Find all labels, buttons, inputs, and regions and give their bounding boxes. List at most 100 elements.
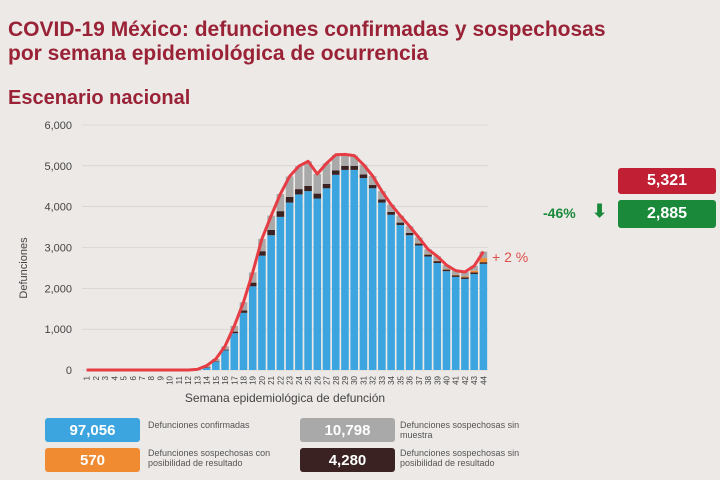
bar-segment [304, 191, 312, 370]
legend-text-possible-result: Defunciones sospechosas con posibilidad … [148, 448, 271, 468]
bar-segment [479, 263, 488, 370]
bar-segment [331, 174, 340, 370]
bar-segment [359, 178, 368, 370]
bars [193, 154, 488, 371]
x-tick-label: 8 [147, 375, 156, 380]
x-tick-label: 26 [313, 375, 322, 384]
x-tick-label: 43 [470, 375, 479, 384]
bar-segment [433, 263, 442, 370]
legend-swatch-confirmed: 97,056 [45, 418, 140, 442]
bar-segment [295, 194, 303, 370]
bar-segment [267, 235, 275, 370]
bar-segment [341, 165, 349, 170]
bar-segment [304, 185, 312, 192]
title-line-1: COVID-19 México: defunciones confirmadas… [8, 18, 606, 41]
x-tick-label: 2 [92, 375, 101, 380]
bar-segment [350, 155, 358, 166]
x-tick-label: 18 [239, 375, 248, 384]
bar-segment [239, 312, 248, 370]
x-tick-label: 33 [378, 375, 387, 384]
bar-segment [331, 154, 340, 171]
bar-segment [433, 260, 442, 264]
x-tick-label: 38 [424, 375, 433, 384]
bar-segment [424, 254, 432, 257]
legend-text-no-possible-result: Defunciones sospechosas sin posibilidad … [400, 448, 520, 468]
x-axis-label: Semana epidemiológica de defunción [185, 391, 385, 405]
bar-segment [451, 274, 460, 276]
bar-segment [479, 258, 488, 263]
x-tick-label: 3 [101, 375, 110, 380]
bar-segment [322, 188, 331, 370]
bar-segment [285, 176, 294, 197]
bar-segment [415, 243, 423, 246]
bar-segment [479, 251, 488, 259]
y-tick-label: 6,000 [44, 120, 72, 132]
bar-segment [461, 272, 469, 277]
bar-segment [470, 270, 478, 273]
bar-segment [424, 256, 432, 370]
bar-segment [461, 278, 469, 370]
bar-segment [442, 265, 451, 270]
x-tick-label: 41 [452, 375, 461, 384]
bar-segment [442, 271, 451, 370]
x-tick-label: 25 [304, 375, 313, 384]
bar-segment [433, 256, 442, 261]
change-percent: -46% [543, 205, 576, 221]
bar-segment [368, 185, 377, 189]
total-line-group [86, 152, 485, 372]
x-tick-label: 28 [332, 375, 341, 384]
bar-segment [285, 196, 294, 203]
x-tick-label: 14 [203, 375, 212, 384]
bar-segment [350, 169, 358, 370]
bar-segment [248, 272, 257, 283]
trend-percent: + 2 % [492, 249, 529, 265]
x-tick-label: 13 [193, 375, 202, 384]
bar-segment [359, 164, 368, 175]
x-tick-label: 20 [258, 375, 267, 384]
bar-segment [378, 202, 386, 370]
bar-segment [248, 286, 257, 370]
x-tick-label: 16 [221, 375, 230, 384]
bar-segment [267, 215, 275, 230]
bar-segment [212, 361, 220, 362]
bar-segment [221, 350, 229, 370]
x-tick-label: 27 [323, 375, 332, 384]
total-line [86, 152, 485, 372]
bar-segment [313, 198, 322, 370]
x-tick-label: 17 [230, 375, 239, 384]
x-tick-label: 30 [350, 375, 359, 384]
bar-segment [368, 176, 377, 186]
x-tick-label: 29 [341, 375, 350, 384]
y-axis-ticks: 0 1,000 2,000 3,000 4,000 5,000 6,000 [44, 120, 72, 377]
bar-segment [451, 276, 460, 370]
bar-segment [387, 204, 395, 212]
bar-segment [350, 165, 358, 170]
x-tick-label: 12 [184, 375, 193, 384]
bar-segment [341, 169, 349, 370]
bar-segment [442, 269, 451, 272]
x-axis-ticks: 1 2 3 4 5 6 7 8 9 10 11 12 13 14 15 16 17 18 19 20 21 22 23 24 2… [83, 375, 489, 384]
y-tick-label: 3,000 [44, 243, 72, 255]
bar-segment [368, 188, 377, 370]
bar-segment [313, 174, 322, 194]
y-tick-label: 1,000 [44, 324, 72, 336]
y-tick-label: 0 [66, 365, 72, 377]
x-tick-label: 19 [249, 375, 258, 384]
y-tick-label: 2,000 [44, 283, 72, 295]
x-tick-label: 34 [387, 375, 396, 384]
bar-segment [276, 211, 285, 217]
bar-segment [276, 194, 285, 212]
bar-segment [341, 154, 349, 166]
bar-segment [470, 265, 478, 271]
bar-segment [405, 232, 414, 236]
bar-segment [267, 229, 275, 236]
bar-segment [461, 276, 469, 278]
bar-segment [230, 333, 239, 370]
x-tick-label: 32 [369, 375, 378, 384]
x-tick-label: 42 [461, 375, 470, 384]
bar-segment [378, 199, 386, 203]
down-arrow-icon: ⬇ [592, 201, 608, 221]
total-deaths-box: 5,321 [618, 168, 716, 194]
x-tick-label: 35 [396, 375, 405, 384]
